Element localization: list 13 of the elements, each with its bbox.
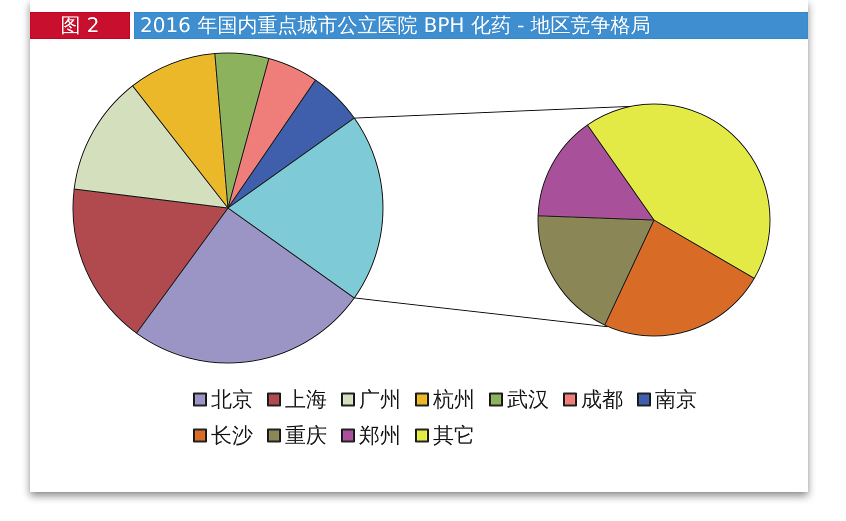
legend-label: 郑州 bbox=[359, 424, 401, 448]
legend-label: 南京 bbox=[655, 388, 697, 412]
legend-label: 成都 bbox=[581, 388, 623, 412]
legend-label: 广州 bbox=[359, 388, 401, 412]
legend-label: 重庆 bbox=[285, 424, 327, 448]
legend-label: 长沙 bbox=[211, 424, 253, 448]
caption: 图 2 bbox=[30, 12, 130, 39]
legend-label: 上海 bbox=[285, 388, 327, 412]
legend-label: 武汉 bbox=[507, 388, 549, 412]
legend-label: 杭州 bbox=[432, 388, 475, 412]
legend-label: 北京 bbox=[211, 388, 253, 412]
legend-label: 其它 bbox=[433, 424, 475, 448]
chart-title: 2016 年国内重点城市公立医院 BPH 化药 - 地区竞争格局 bbox=[134, 12, 808, 39]
